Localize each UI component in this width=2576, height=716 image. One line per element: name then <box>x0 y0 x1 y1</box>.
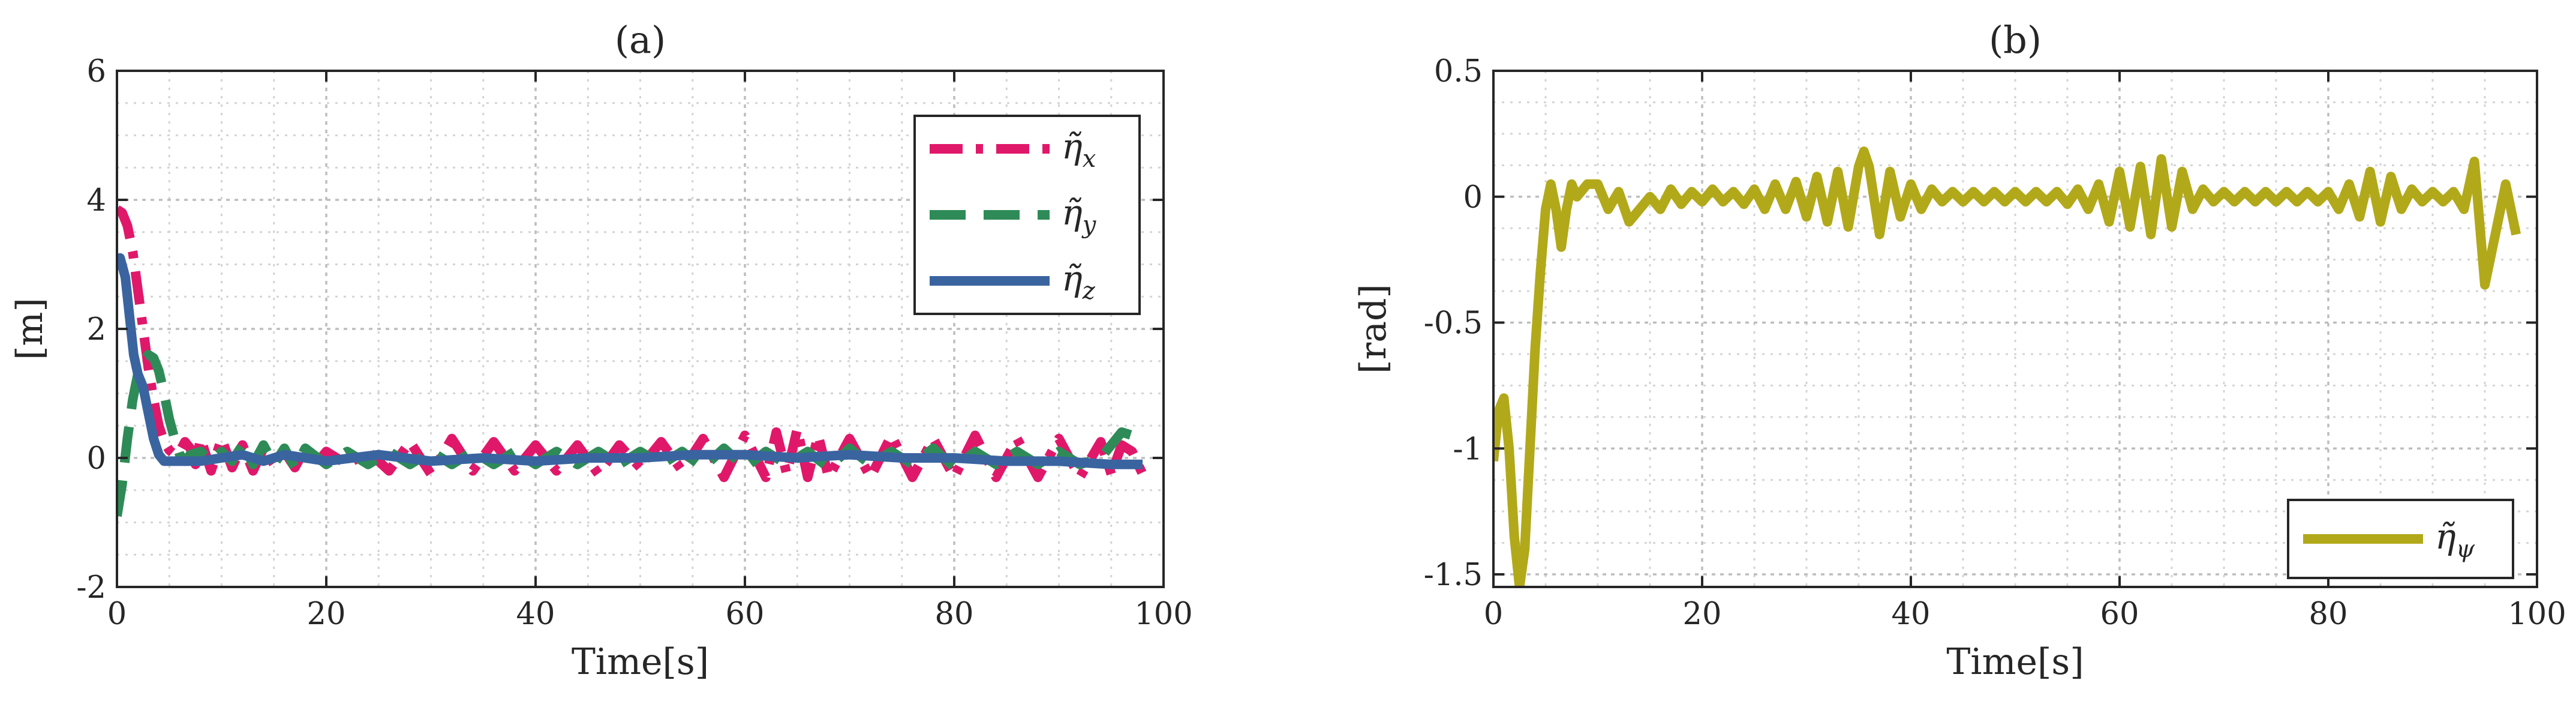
y-tick-label: 0.5 <box>1434 54 1483 89</box>
legend-label-y: η̃y <box>1062 192 1097 239</box>
y-tick-label: 6 <box>87 54 106 89</box>
chart-title: (b) <box>1989 18 2042 62</box>
x-tick-label: 40 <box>516 597 555 632</box>
x-tick-label: 80 <box>2309 597 2348 632</box>
y-axis-label: [m] <box>9 298 51 360</box>
chart-title: (a) <box>615 18 666 62</box>
x-axis-label: Time[s] <box>1946 641 2084 683</box>
chart-panel-b: 0 20 40 60 80 100 -1.5 -1 -0.5 0 0.5 (b) Time[s] [rad… <box>1352 18 2566 683</box>
y-tick-label: 0 <box>1463 180 1483 215</box>
x-tick-label: 0 <box>107 597 127 632</box>
y-tick-label: -1 <box>1453 432 1483 467</box>
x-tick-label: 100 <box>2508 597 2566 632</box>
y-axis-label: [rad] <box>1352 284 1394 374</box>
legend-label-x: η̃x <box>1062 126 1096 173</box>
y-tick-label: -0.5 <box>1424 306 1483 341</box>
legend-label-z: η̃z <box>1062 258 1096 305</box>
x-tick-label: 40 <box>1892 597 1931 632</box>
x-tick-label: 60 <box>726 597 765 632</box>
y-tick-label: -2 <box>76 570 106 606</box>
x-tick-label: 80 <box>935 597 974 632</box>
series-line-ψ <box>1493 146 2521 587</box>
x-tick-label: 0 <box>1484 597 1503 632</box>
x-tick-label: 60 <box>2100 597 2139 632</box>
x-tick-label: 20 <box>1683 597 1722 632</box>
y-tick-label: 4 <box>87 183 106 218</box>
x-axis-label: Time[s] <box>572 641 709 683</box>
y-tick-label: -1.5 <box>1424 558 1483 593</box>
series-line-z <box>117 253 1143 469</box>
series-group <box>1493 146 2521 587</box>
series-group <box>117 205 1147 517</box>
axes-box <box>1492 70 2538 588</box>
series-line-x <box>117 205 1147 483</box>
legend: η̃ψ <box>2287 499 2514 579</box>
x-tick-label: 100 <box>1134 597 1192 632</box>
x-tick-label: 20 <box>307 597 346 632</box>
legend-label-ψ: η̃ψ <box>2435 516 2475 563</box>
y-tick-label: 2 <box>87 312 106 347</box>
legend: η̃x η̃y η̃z <box>913 115 1141 315</box>
y-tick-label: 0 <box>87 441 106 477</box>
